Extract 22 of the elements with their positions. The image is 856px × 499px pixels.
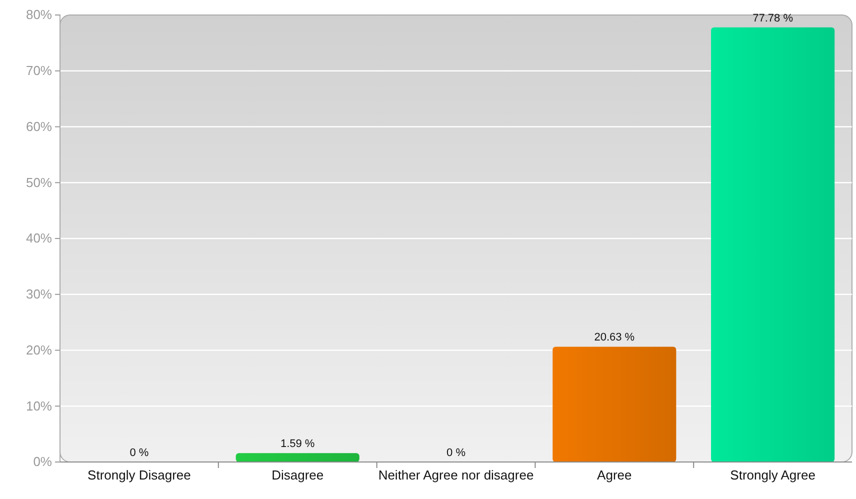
data-label: 0 % — [446, 447, 466, 459]
y-tick-label: 50% — [26, 174, 52, 190]
y-tick-label: 70% — [26, 63, 52, 78]
y-tick-label: 20% — [26, 342, 52, 358]
data-label: 77.78 % — [752, 12, 794, 24]
bar — [711, 27, 835, 462]
y-tick-label: 60% — [26, 118, 52, 134]
y-tick-label: 80% — [26, 7, 52, 22]
x-tick-label: Neither Agree nor disagree — [378, 467, 534, 482]
data-label: 1.59 % — [280, 438, 315, 450]
y-tick-label: 10% — [26, 398, 52, 414]
data-label: 0 % — [130, 447, 149, 459]
y-tick-label: 0% — [33, 454, 52, 470]
x-tick-label: Strongly Disagree — [88, 467, 191, 482]
bar — [236, 453, 360, 462]
y-tick-label: 40% — [26, 230, 52, 246]
x-tick-label: Agree — [597, 467, 632, 482]
x-tick-label: Disagree — [272, 467, 324, 482]
x-tick-label: Strongly Agree — [730, 467, 816, 482]
y-tick-label: 30% — [26, 286, 52, 302]
bar — [552, 346, 676, 462]
data-label: 20.63 % — [594, 332, 635, 344]
